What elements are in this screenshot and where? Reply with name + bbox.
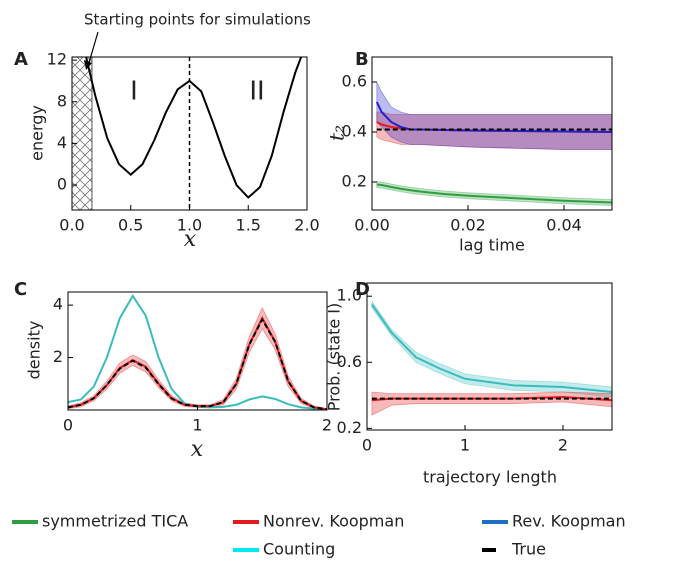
x-tick-label: 1.0 xyxy=(177,216,202,235)
y-tick-label: 0 xyxy=(57,175,67,194)
x-axis-label: lag time xyxy=(459,236,525,255)
axes-frame xyxy=(366,282,613,431)
plot-area xyxy=(375,81,612,206)
y-tick-label: 12 xyxy=(47,50,67,69)
y-tick-label: 0.6 xyxy=(342,72,367,91)
panel-label: A xyxy=(14,49,28,70)
legend-label: Nonrev. Koopman xyxy=(263,512,404,531)
plot-area xyxy=(371,299,612,416)
y-tick-label: 0.2 xyxy=(342,172,367,191)
x-axis-label: x xyxy=(184,227,197,252)
x-tick-label: 0 xyxy=(63,416,73,435)
legend-label: True xyxy=(511,540,546,559)
y-axis-label: t₂ xyxy=(325,125,349,141)
series-line xyxy=(68,316,327,410)
y-tick-label: 0.2 xyxy=(337,418,362,437)
panel-label: C xyxy=(14,279,27,300)
error-band xyxy=(371,391,612,416)
x-tick-label: 0.04 xyxy=(546,216,582,235)
x-tick-label: 2 xyxy=(322,416,332,435)
plot-area xyxy=(68,294,327,410)
region-label: I xyxy=(130,77,138,107)
series-line xyxy=(376,183,612,204)
annotation: Starting points for simulations xyxy=(84,11,311,29)
x-axis-label: x xyxy=(191,437,204,462)
x-tick-label: 1 xyxy=(460,436,470,455)
region-label: II xyxy=(249,77,264,107)
legend-label: Counting xyxy=(263,540,335,559)
error-band xyxy=(376,81,612,150)
axes-frame xyxy=(371,56,613,211)
x-tick-label: 2.0 xyxy=(294,216,319,235)
y-axis-label: density xyxy=(25,321,44,380)
y-tick-label: 4 xyxy=(53,295,63,314)
x-tick-label: 0 xyxy=(362,436,372,455)
x-tick-label: 1 xyxy=(192,416,202,435)
x-tick-label: 0.5 xyxy=(118,216,143,235)
series-line xyxy=(85,57,303,199)
legend-label: symmetrized TICA xyxy=(42,512,188,531)
error-band xyxy=(371,299,612,398)
x-tick-label: 0.02 xyxy=(450,216,486,235)
plot-area xyxy=(72,57,303,210)
y-tick-label: 1.0 xyxy=(337,286,362,305)
start-region xyxy=(72,57,93,210)
x-tick-label: 0.0 xyxy=(59,216,84,235)
y-tick-label: 2 xyxy=(53,347,63,366)
x-tick-label: 2 xyxy=(558,436,568,455)
x-tick-label: 1.5 xyxy=(236,216,261,235)
y-axis-label: Prob. (state I) xyxy=(325,303,344,412)
series-line xyxy=(371,303,612,394)
y-tick-label: 8 xyxy=(57,91,67,110)
axes-frame xyxy=(67,291,328,411)
annotation-arrow xyxy=(87,31,99,67)
x-tick-label: 0.00 xyxy=(354,216,390,235)
panel-group xyxy=(68,294,327,410)
y-tick-label: 0.6 xyxy=(337,352,362,371)
arrow-head xyxy=(84,60,92,70)
y-tick-label: 4 xyxy=(57,133,67,152)
legend-label: Rev. Koopman xyxy=(512,512,626,531)
series-line xyxy=(68,317,327,410)
panel-group xyxy=(371,299,612,416)
panel-label: D xyxy=(355,279,370,300)
panel-label: B xyxy=(355,49,369,70)
panel-group xyxy=(72,57,303,210)
x-axis-label: trajectory length xyxy=(423,468,557,487)
panel-group xyxy=(375,81,612,206)
y-axis-label: energy xyxy=(28,105,47,161)
y-tick-label: 0.4 xyxy=(342,122,367,141)
series-line xyxy=(68,294,327,410)
